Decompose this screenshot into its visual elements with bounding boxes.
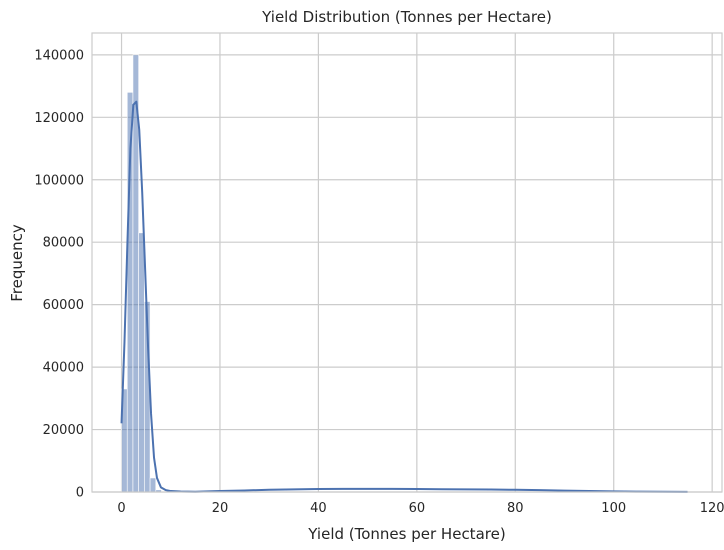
x-tick-labels: 0 20 40 60 80 100 120: [117, 501, 724, 516]
y-axis-label: Frequency: [8, 224, 26, 302]
x-tick-label: 80: [507, 501, 524, 516]
x-tick-label: 120: [700, 501, 724, 516]
kde-curve: [120, 100, 688, 493]
y-tick-labels: 0 20000 40000 60000 80000 100000 120000 140000: [34, 48, 84, 500]
grid-lines: [92, 33, 722, 493]
y-tick-label: 100000: [34, 173, 84, 188]
x-tick-label: 60: [409, 501, 426, 516]
x-tick-label: 100: [601, 501, 626, 516]
plot-frame: [91, 32, 723, 493]
chart-title: Yield Distribution (Tonnes per Hectare): [261, 8, 552, 26]
x-tick-label: 20: [212, 501, 229, 516]
kde-curve-layer: [120, 100, 688, 493]
x-tick-label: 0: [117, 501, 125, 516]
y-tick-label: 80000: [43, 236, 84, 251]
y-tick-label: 60000: [43, 298, 84, 313]
y-tick-label: 20000: [43, 423, 84, 438]
histogram-bar: [138, 232, 145, 493]
y-tick-label: 0: [76, 486, 84, 501]
x-axis-label: Yield (Tonnes per Hectare): [307, 525, 505, 543]
histogram-bar: [149, 477, 157, 493]
x-tick-label: 40: [310, 501, 327, 516]
y-tick-label: 40000: [43, 361, 84, 376]
y-tick-label: 120000: [34, 111, 84, 126]
y-tick-label: 140000: [34, 48, 84, 63]
